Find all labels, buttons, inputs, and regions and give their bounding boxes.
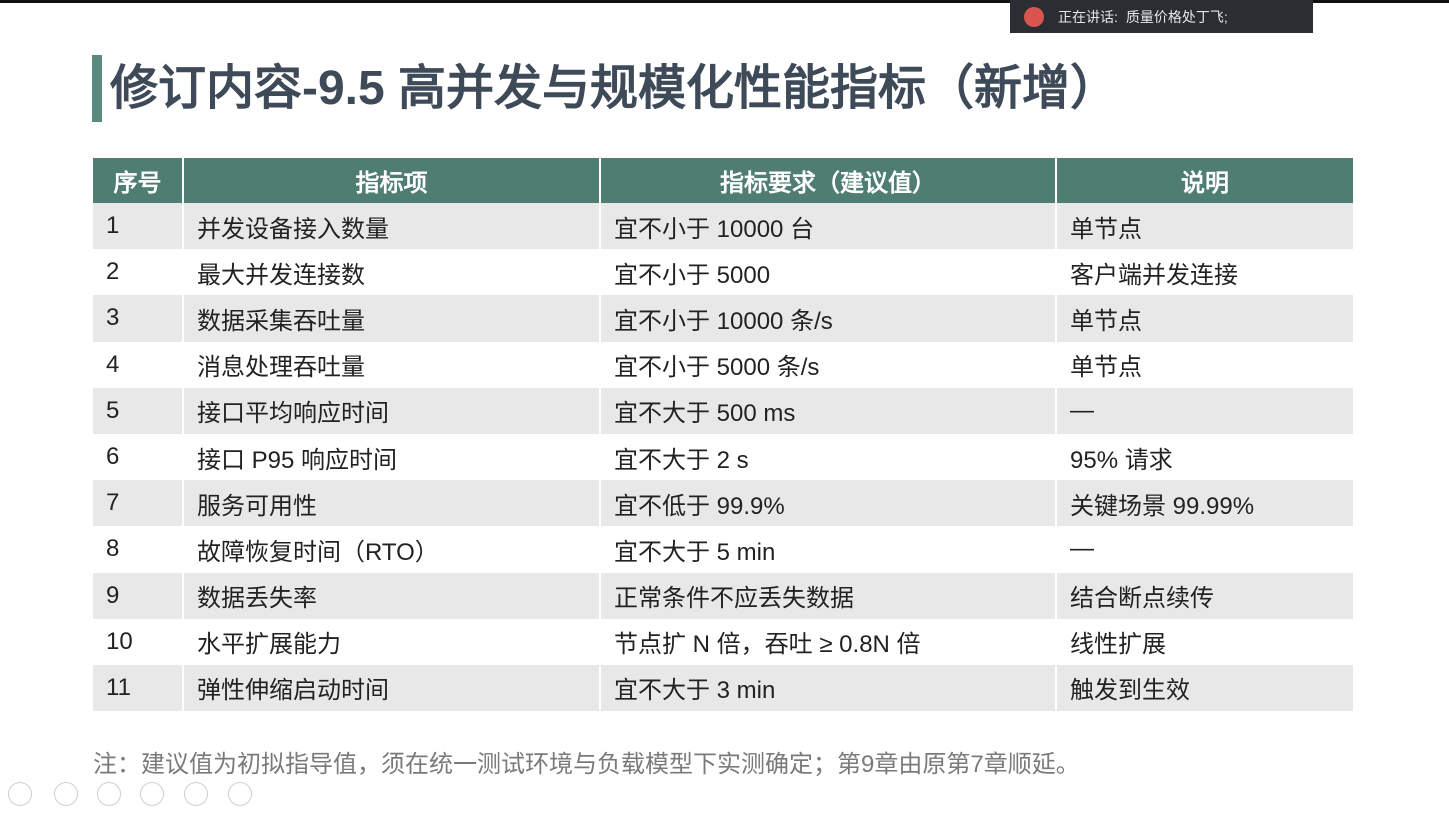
table-cell: 3 bbox=[93, 295, 184, 342]
table-cell: 单节点 bbox=[1070, 307, 1142, 335]
table-cell: 宜不低于 99.9% bbox=[601, 480, 1057, 527]
top-border bbox=[0, 0, 1449, 3]
table-cell: — bbox=[1070, 535, 1094, 563]
table-cell: 11 bbox=[93, 664, 184, 712]
prev-button[interactable] bbox=[8, 782, 32, 806]
table-cell: 宜不小于 5000 bbox=[601, 249, 1057, 296]
table-cell: 弹性伸缩启动时间 bbox=[184, 664, 601, 712]
header-cell: 指标要求（建议值） bbox=[601, 158, 1057, 203]
zoom-button[interactable] bbox=[184, 782, 208, 806]
table-cell: 宜不小于 10000 条/s bbox=[601, 295, 1057, 342]
table-cell: 宜不小于 5000 条/s bbox=[601, 341, 1057, 388]
table-cell: 10 bbox=[93, 618, 184, 665]
table-cell: 宜不大于 2 s bbox=[601, 433, 1057, 481]
table-cell: 8 bbox=[93, 526, 184, 573]
pen-button[interactable] bbox=[97, 782, 121, 806]
table-cell: 最大并发连接数 bbox=[184, 249, 601, 296]
table-cell: 接口 P95 响应时间 bbox=[184, 433, 601, 481]
table-cell: 客户端并发连接 bbox=[1070, 261, 1238, 289]
table-cell: 正常条件不应丢失数据 bbox=[601, 572, 1057, 619]
table-cell: 线性扩展 bbox=[1070, 631, 1166, 659]
table-cell: 9 bbox=[93, 572, 184, 619]
table-cell: 7 bbox=[93, 480, 184, 527]
table-cell: 6 bbox=[93, 433, 184, 481]
table-row: 10 水平扩展能力 节点扩 N 倍，吞吐 ≥ 0.8N 倍线性扩展 bbox=[93, 618, 1353, 665]
table-cell: 并发设备接入数量 bbox=[184, 203, 601, 250]
table-cell: 服务可用性 bbox=[184, 480, 601, 527]
table-cell: 单节点 bbox=[1070, 215, 1142, 243]
table-cell: 数据丢失率 bbox=[184, 572, 601, 619]
table: 序号 指标项 指标要求（建议值） 说明 1 并发设备接入数量 宜不小于 10000 台单节点… bbox=[93, 158, 1353, 712]
table-row: 7 服务可用性 宜不低于 99.9% 关键场景 99.99% bbox=[93, 480, 1353, 527]
table-cell: — bbox=[1070, 396, 1094, 424]
table-row: 1 并发设备接入数量 宜不小于 10000 台单节点 bbox=[93, 203, 1353, 250]
slide-title: 修订内容-9.5 高并发与规模化性能指标（新增） bbox=[110, 62, 1119, 115]
header-cell: 说明 bbox=[1181, 170, 1229, 197]
play-button[interactable] bbox=[54, 782, 78, 806]
table-row: 9 数据丢失率 正常条件不应丢失数据 结合断点续传 bbox=[93, 572, 1353, 619]
mic-icon[interactable] bbox=[1024, 6, 1044, 27]
header-cell: 序号 bbox=[93, 158, 184, 203]
table-cell: 宜不大于 3 min bbox=[601, 664, 1057, 712]
table-row: 4 消息处理吞吐量 宜不小于 5000 条/s 单节点 bbox=[93, 341, 1353, 388]
table-cell: 水平扩展能力 bbox=[184, 618, 601, 665]
table-cell: 1 bbox=[93, 203, 184, 250]
table-cell: 4 bbox=[93, 341, 184, 388]
table-row: 8 故障恢复时间（RTO） 宜不大于 5 min — bbox=[93, 526, 1353, 573]
table-row: 2 最大并发连接数 宜不小于 5000 客户端并发连接 bbox=[93, 249, 1353, 296]
table-cell: 95% 请求 bbox=[1070, 446, 1173, 474]
table-cell: 宜不大于 500 ms bbox=[601, 387, 1057, 434]
table-row: 3 数据采集吞吐量 宜不小于 10000 条/s 单节点 bbox=[93, 295, 1353, 342]
table-cell: 故障恢复时间（RTO） bbox=[184, 526, 601, 573]
table-cell: 消息处理吞吐量 bbox=[184, 341, 601, 388]
table-cell: 数据采集吞吐量 bbox=[184, 295, 601, 342]
note: 注：建议值为初拟指导值，须在统一测试环境与负载模型下实测确定；第9章由原第7章顺… bbox=[93, 751, 1080, 778]
table-cell: 宜不大于 5 min bbox=[601, 526, 1057, 573]
table-cell: 2 bbox=[93, 249, 184, 296]
table-cell: 宜不小于 10000 台 bbox=[601, 203, 1057, 250]
speaker-name: 质量价格处丁飞; bbox=[1125, 8, 1228, 25]
table-row: 11 弹性伸缩启动时间 宜不大于 3 min 触发到生效 bbox=[93, 664, 1353, 712]
table-cell: 节点扩 N 倍，吞吐 ≥ 0.8N 倍 bbox=[601, 618, 1057, 665]
slides-button[interactable] bbox=[140, 782, 164, 806]
table-cell: 关键场景 99.99% bbox=[1070, 492, 1255, 520]
table-cell: 触发到生效 bbox=[1070, 677, 1190, 705]
table-header: 序号 指标项 指标要求（建议值） 说明 bbox=[93, 158, 1353, 203]
header-cell: 指标项 bbox=[184, 158, 601, 203]
meeting-bar: 正在讲话: 质量价格处丁飞; bbox=[1010, 0, 1313, 33]
more-button[interactable] bbox=[228, 782, 252, 806]
table-cell: 结合断点续传 bbox=[1070, 585, 1214, 613]
table-cell: 接口平均响应时间 bbox=[184, 387, 601, 434]
speaking-label: 正在讲话: bbox=[1058, 8, 1118, 25]
table-cell: 5 bbox=[93, 387, 184, 434]
table-row: 5 接口平均响应时间 宜不大于 500 ms — bbox=[93, 387, 1353, 434]
table-cell: 单节点 bbox=[1070, 354, 1142, 382]
table-row: 6 接口 P95 响应时间 宜不大于 2 s 95% 请求 bbox=[93, 433, 1353, 481]
title-accent bbox=[92, 55, 102, 122]
